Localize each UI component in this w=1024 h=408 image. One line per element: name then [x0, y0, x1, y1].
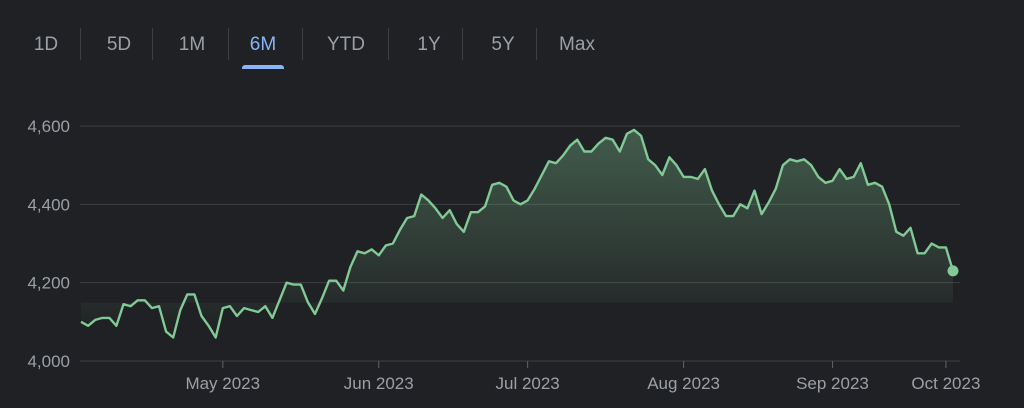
tab-divider [228, 28, 229, 60]
tab-1d[interactable]: 1D [33, 34, 59, 55]
tab-5y[interactable]: 5Y [491, 34, 515, 55]
current-price-dot [947, 265, 959, 277]
x-axis-ticks: May 2023 Jun 2023 Jul 2023 Aug 2023 Sep 2023… [185, 361, 980, 393]
y-tick-label: 4,400 [27, 195, 70, 214]
tab-ytd[interactable]: YTD [327, 34, 365, 55]
y-tick-label: 4,200 [27, 274, 70, 293]
tab-1y[interactable]: 1Y [417, 34, 441, 55]
price-line [80, 128, 955, 339]
x-tick-label: May 2023 [185, 374, 260, 393]
tab-divider [462, 28, 463, 60]
y-tick-label: 4,600 [27, 117, 70, 136]
price-area-fill [81, 129, 953, 338]
time-range-tabs: 1D 5D 1M 6M YTD 1Y 5Y Max [0, 20, 640, 70]
tab-max[interactable]: Max [559, 34, 595, 55]
tab-divider [80, 28, 81, 60]
tab-divider [302, 28, 303, 60]
tab-6m-label: 6M [249, 34, 277, 55]
tab-1m[interactable]: 1M [178, 34, 206, 55]
x-tick-label: Sep 2023 [796, 374, 869, 393]
x-tick-label: Jul 2023 [495, 374, 559, 393]
x-tick-label: Oct 2023 [911, 374, 980, 393]
tab-divider [536, 28, 537, 60]
tab-divider [388, 28, 389, 60]
tab-6m[interactable]: 6M [242, 20, 284, 70]
x-tick-label: Aug 2023 [647, 374, 720, 393]
tab-divider [152, 28, 153, 60]
tab-6m-selected-indicator [242, 65, 284, 69]
y-tick-label: 4,000 [27, 352, 70, 371]
y-axis-labels: 4,000 4,200 4,400 4,600 [27, 117, 70, 371]
x-tick-label: Jun 2023 [344, 374, 414, 393]
tab-5d[interactable]: 5D [106, 34, 132, 55]
